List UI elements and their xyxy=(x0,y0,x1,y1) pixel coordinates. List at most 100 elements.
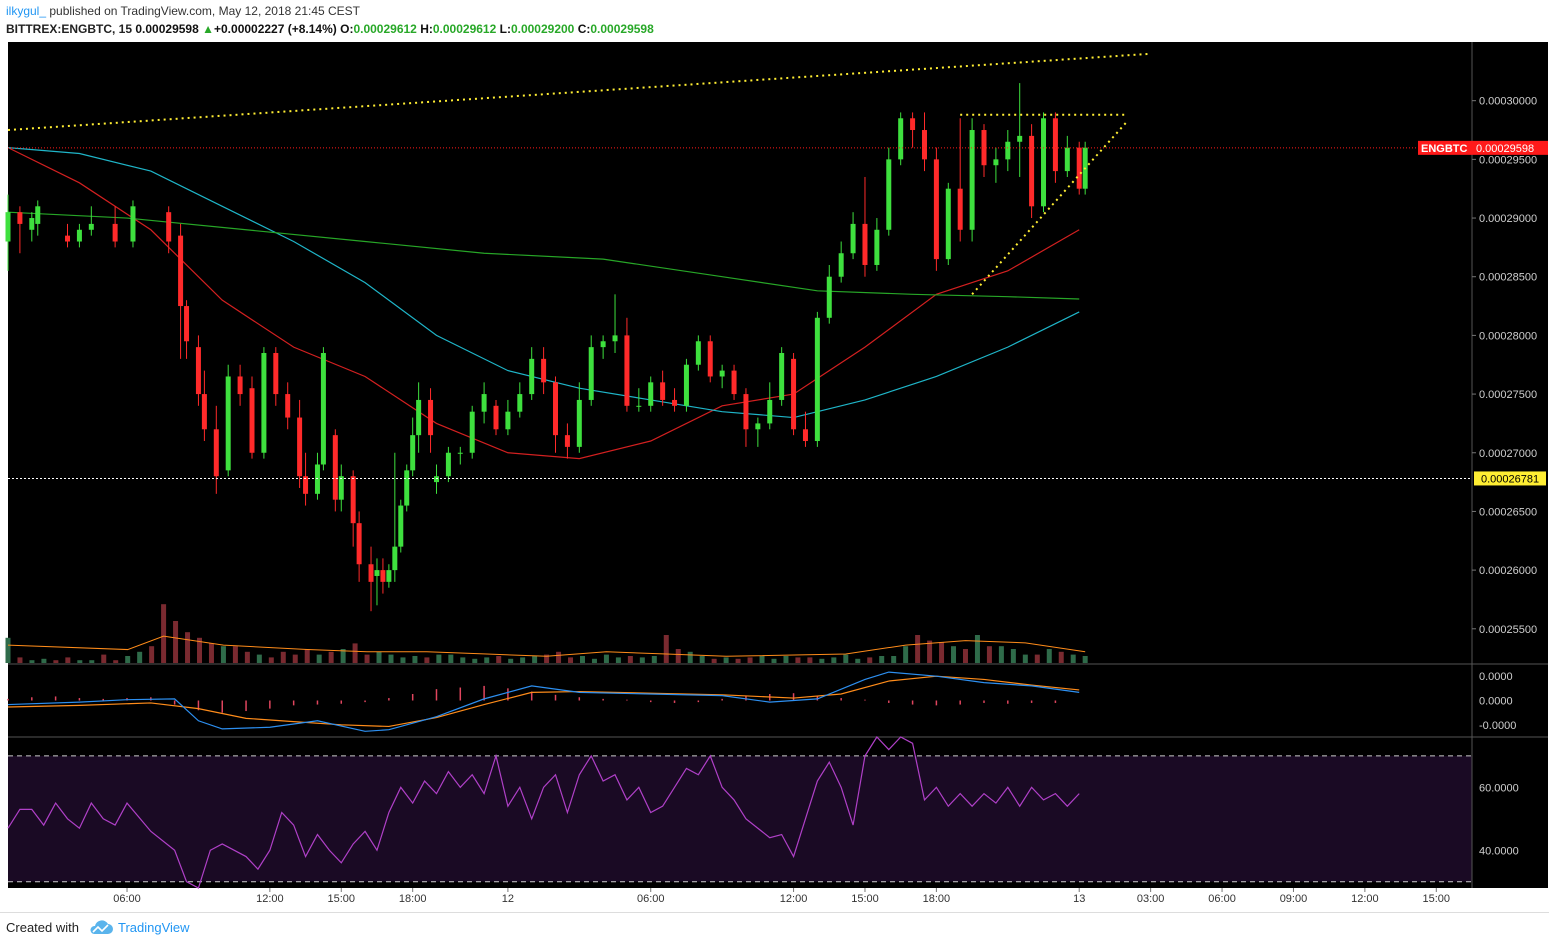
candle-body[interactable] xyxy=(297,417,303,477)
trendline[interactable] xyxy=(7,52,1151,132)
candle-body[interactable] xyxy=(731,370,737,395)
candle-body[interactable] xyxy=(648,382,654,406)
candle-body[interactable] xyxy=(1005,141,1011,160)
candle-body[interactable] xyxy=(195,347,201,395)
candle-body[interactable] xyxy=(541,358,547,383)
candle-body[interactable] xyxy=(1041,118,1047,207)
candle-body[interactable] xyxy=(921,130,927,160)
candle-body[interactable] xyxy=(695,341,701,365)
candle-body[interactable] xyxy=(249,388,255,453)
candle-body[interactable] xyxy=(564,435,570,447)
candle-body[interactable] xyxy=(707,341,713,377)
candle-body[interactable] xyxy=(374,570,380,576)
candle-body[interactable] xyxy=(386,570,392,582)
candle-body[interactable] xyxy=(493,405,499,430)
level-price-tag[interactable] xyxy=(1474,471,1546,486)
candle-body[interactable] xyxy=(600,341,606,348)
candle-body[interactable] xyxy=(886,159,892,230)
candle-body[interactable] xyxy=(76,229,82,242)
chart-canvas[interactable]: 0.00030000 0.00029500 0.00029000 0.00028500… xyxy=(0,40,1549,912)
candle-body[interactable] xyxy=(862,223,868,265)
candle-body[interactable] xyxy=(1017,135,1023,142)
plot-area[interactable] xyxy=(8,42,1472,888)
candle-body[interactable] xyxy=(945,188,951,260)
candle-body[interactable] xyxy=(826,276,832,318)
candle-body[interactable] xyxy=(166,212,172,242)
candle-body[interactable] xyxy=(969,130,975,230)
candle-body[interactable] xyxy=(416,399,422,436)
candle-body[interactable] xyxy=(368,564,374,582)
trendline[interactable] xyxy=(971,121,1128,295)
candle-body[interactable] xyxy=(350,476,356,524)
candle-body[interactable] xyxy=(88,223,94,230)
candle-body[interactable] xyxy=(802,429,808,442)
candle-body[interactable] xyxy=(993,159,999,166)
candle-body[interactable] xyxy=(261,353,267,453)
candle-body[interactable] xyxy=(65,235,71,242)
candle-body[interactable] xyxy=(505,411,511,430)
candle-body[interactable] xyxy=(398,505,404,547)
candle-body[interactable] xyxy=(791,358,797,430)
candle-body[interactable] xyxy=(612,335,618,342)
candle-body[interactable] xyxy=(410,435,416,471)
candle-body[interactable] xyxy=(672,399,678,406)
candle-body[interactable] xyxy=(285,394,291,418)
candle-body[interactable] xyxy=(5,212,11,242)
candle-body[interactable] xyxy=(112,223,118,242)
candle-body[interactable] xyxy=(178,235,184,307)
candle-body[interactable] xyxy=(874,229,880,265)
candle-body[interactable] xyxy=(838,253,844,277)
candle-body[interactable] xyxy=(225,376,231,471)
candle-body[interactable] xyxy=(660,382,666,400)
candle-body[interactable] xyxy=(237,376,243,395)
candle-body[interactable] xyxy=(428,399,434,436)
candle-body[interactable] xyxy=(433,476,439,483)
candle-body[interactable] xyxy=(332,435,338,500)
candle-body[interactable] xyxy=(624,335,630,406)
candle-body[interactable] xyxy=(392,546,398,571)
candle-body[interactable] xyxy=(201,394,207,430)
candle-body[interactable] xyxy=(1076,147,1082,189)
candle-body[interactable] xyxy=(814,317,820,442)
author-link[interactable]: ilkygul_ xyxy=(6,4,47,18)
candle-body[interactable] xyxy=(1064,147,1070,172)
tradingview-link[interactable]: TradingView xyxy=(118,920,190,935)
candle-body[interactable] xyxy=(213,429,219,477)
candle-body[interactable] xyxy=(576,399,582,447)
candle-body[interactable] xyxy=(779,353,785,400)
candle-body[interactable] xyxy=(755,423,761,430)
candle-body[interactable] xyxy=(35,206,41,224)
candle-body[interactable] xyxy=(338,476,344,500)
candle-body[interactable] xyxy=(529,358,535,395)
candle-body[interactable] xyxy=(481,394,487,412)
candle-body[interactable] xyxy=(320,353,326,465)
candle-body[interactable] xyxy=(767,399,773,424)
candle-body[interactable] xyxy=(588,347,594,400)
candle-body[interactable] xyxy=(636,405,642,407)
current-price-tag[interactable] xyxy=(1418,140,1548,155)
candle-body[interactable] xyxy=(303,476,309,494)
candle-body[interactable] xyxy=(743,394,749,430)
candle-body[interactable] xyxy=(850,223,856,254)
candle-body[interactable] xyxy=(1029,135,1035,207)
candle-body[interactable] xyxy=(469,411,475,453)
candle-body[interactable] xyxy=(17,212,23,224)
candle-body[interactable] xyxy=(933,159,939,260)
candle-body[interactable] xyxy=(29,218,35,230)
candle-body[interactable] xyxy=(273,353,279,395)
candle-body[interactable] xyxy=(314,464,320,494)
candle-body[interactable] xyxy=(380,570,386,582)
candle-body[interactable] xyxy=(445,452,451,477)
candle-body[interactable] xyxy=(130,206,136,242)
candle-body[interactable] xyxy=(553,382,559,436)
candle-body[interactable] xyxy=(910,118,916,131)
candle-body[interactable] xyxy=(719,370,725,377)
candle-body[interactable] xyxy=(683,364,689,406)
symbol-label[interactable]: BITTREX:ENGBTC, 15 xyxy=(6,22,133,36)
candle-body[interactable] xyxy=(356,523,362,565)
candle-body[interactable] xyxy=(457,452,463,454)
candle-body[interactable] xyxy=(957,188,963,230)
candle-body[interactable] xyxy=(1052,118,1058,172)
price-axis-area[interactable] xyxy=(1472,42,1548,888)
candle-body[interactable] xyxy=(184,306,190,342)
